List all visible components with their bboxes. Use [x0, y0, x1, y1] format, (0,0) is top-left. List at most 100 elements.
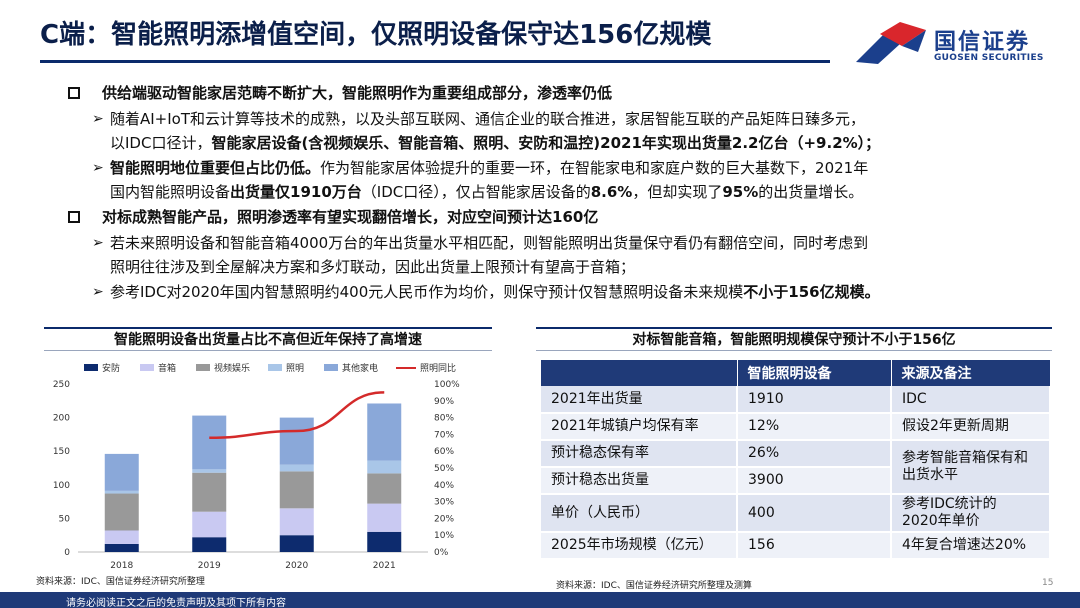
disclaimer-footer: 请务必阅读正文之后的免责声明及其项下所有内容 — [0, 592, 1080, 608]
section-heading: 供给端驱动智能家居范畴不断扩大，智能照明作为重要组成部分，渗透率仍低 — [64, 80, 1044, 106]
y-tick-label: 100 — [53, 481, 70, 491]
table-row: 预计稳态保有率 26% 参考智能音箱保有和出货水平 — [541, 440, 1051, 495]
bar-segment — [367, 503, 402, 532]
table-row: 2025年市场规模（亿元） 156 4年复合增速达20% — [541, 532, 1051, 560]
y2-tick-label: 90% — [434, 397, 454, 407]
square-bullet-icon — [68, 211, 80, 223]
square-bullet-icon — [68, 87, 80, 99]
bar-segment — [192, 511, 227, 538]
legend-label: 其他家电 — [342, 362, 378, 374]
table-header-cell: 来源及备注 — [891, 360, 1051, 386]
row-note: 参考IDC统计的2020年单价 — [891, 494, 1051, 533]
table-row: 2021年城镇户均保有率 12% 假设2年更新周期 — [541, 413, 1051, 441]
bar-segment — [104, 490, 139, 494]
row-label: 2025年市场规模（亿元） — [541, 532, 738, 560]
arrow-bullet-icon: ➢ — [92, 284, 104, 300]
row-value: 26% — [737, 440, 892, 468]
row-value: 156 — [737, 532, 892, 560]
arrow-bullet-icon: ➢ — [92, 111, 104, 127]
bar-segment — [279, 471, 314, 509]
chart-source-note: 资料来源：IDC、国信证券经济研究所整理 — [36, 577, 205, 587]
y-tick-label: 250 — [53, 380, 70, 390]
bar-segment — [104, 453, 139, 491]
legend-swatch — [84, 364, 98, 371]
bullet-list: 供给端驱动智能家居范畴不断扩大，智能照明作为重要组成部分，渗透率仍低 ➢ 随着A… — [64, 80, 1044, 304]
y2-tick-label: 50% — [434, 464, 454, 474]
table-header-row: 智能照明设备 来源及备注 — [541, 360, 1051, 386]
legend-label: 音箱 — [158, 362, 176, 374]
table-source-note: 资料来源：IDC、国信证券经济研究所整理及测算 — [556, 581, 752, 591]
row-value: 12% — [737, 413, 892, 441]
row-label: 预计稳态出货量 — [541, 467, 738, 495]
bar-segment — [192, 415, 227, 470]
y2-tick-label: 10% — [434, 531, 454, 541]
legend-swatch — [140, 364, 154, 371]
x-tick-label: 2019 — [198, 561, 221, 571]
y2-tick-label: 100% — [434, 380, 460, 390]
logo-text-cn: 国信证券 — [934, 30, 1031, 55]
row-note: 假设2年更新周期 — [891, 413, 1051, 441]
table-row: 单价（人民币） 400 参考IDC统计的2020年单价 — [541, 494, 1051, 533]
row-note: 4年复合增速达20% — [891, 532, 1051, 560]
bar-segment — [104, 543, 139, 552]
y2-tick-label: 30% — [434, 498, 454, 508]
logo-mark-icon — [856, 22, 926, 64]
bar-segment — [367, 460, 402, 474]
y2-tick-label: 80% — [434, 414, 454, 424]
section-heading: 对标成熟智能产品，照明渗透率有望实现翻倍增长，对应空间预计达160亿 — [64, 204, 1044, 230]
legend-swatch — [268, 364, 282, 371]
table-row: 2021年出货量 1910 IDC — [541, 386, 1051, 414]
y-tick-label: 50 — [59, 514, 71, 524]
x-tick-label: 2021 — [373, 561, 396, 571]
bar-segment — [192, 469, 227, 473]
arrow-bullet-icon: ➢ — [92, 235, 104, 251]
table-row: 预计稳态出货量 3900 — [541, 467, 1050, 495]
company-logo: 国信证券 GUOSEN SECURITIES — [856, 22, 1056, 66]
bullet-point: ➢ 参考IDC对2020年国内智慧照明约400元人民币作为均价，则保守预计仅智慧… — [64, 280, 1044, 304]
legend-label: 安防 — [102, 362, 120, 374]
page-title: C端：智能照明添增值空间，仅照明设备保守达156亿规模 — [40, 20, 712, 50]
bar-segment — [367, 403, 402, 461]
legend-label: 视频娱乐 — [214, 362, 250, 374]
y-tick-label: 200 — [53, 414, 70, 424]
row-value: 400 — [737, 494, 892, 533]
bar-segment — [192, 537, 227, 552]
row-note: IDC — [891, 386, 1051, 414]
growth-line — [209, 391, 385, 440]
market-size-table: 智能照明设备 来源及备注 2021年出货量 1910 IDC 2021年城镇户均… — [541, 360, 1051, 560]
table-header-cell — [541, 360, 738, 386]
logo-text-en: GUOSEN SECURITIES — [934, 53, 1044, 63]
bar-segment — [367, 473, 402, 504]
bar-segment — [279, 464, 314, 472]
y2-tick-label: 20% — [434, 514, 454, 524]
bullet-point: ➢ 若未来照明设备和智能音箱4000万台的年出货量水平相匹配，则智能照明出货量保… — [64, 231, 1044, 279]
y2-tick-label: 60% — [434, 447, 454, 457]
legend-label: 照明同比 — [420, 362, 456, 374]
row-note: 参考智能音箱保有和出货水平 — [891, 440, 1051, 495]
legend-label: 照明 — [286, 363, 304, 374]
row-label: 单价（人民币） — [541, 494, 738, 533]
y2-tick-label: 0% — [434, 548, 449, 558]
bar-segment — [104, 530, 139, 544]
bullet-point: ➢ 智能照明地位重要但占比仍低。作为智能家居体验提升的重要一环，在智能家电和家庭… — [64, 156, 1044, 204]
bar-segment — [192, 472, 227, 512]
shipment-chart: 安防 音箱 视频娱乐 照明 其他家电 照明同比 0 50 100 150 200 250 0% 10% 20… — [53, 362, 460, 571]
y2-tick-label: 70% — [434, 430, 454, 440]
legend-swatch — [196, 364, 210, 371]
arrow-bullet-icon: ➢ — [92, 160, 104, 176]
y-tick-label: 150 — [53, 447, 70, 457]
table-header-cell: 智能照明设备 — [737, 360, 892, 386]
chart-title: 智能照明设备出货量占比不高但近年保持了高增速 — [44, 327, 492, 351]
bar-segment — [104, 493, 139, 531]
row-value: 3900 — [737, 467, 892, 495]
y2-tick-label: 40% — [434, 481, 454, 491]
legend-swatch — [324, 364, 338, 371]
bar-segment — [279, 417, 314, 465]
bar-segment — [279, 535, 314, 552]
bar-segment — [367, 531, 402, 552]
bullet-point: ➢ 随着AI+IoT和云计算等技术的成熟，以及头部互联网、通信企业的联合推进，家… — [64, 107, 1044, 155]
x-tick-label: 2020 — [285, 561, 308, 571]
row-value: 1910 — [737, 386, 892, 414]
page-number: 15 — [1042, 578, 1054, 588]
y-tick-label: 0 — [64, 548, 70, 558]
